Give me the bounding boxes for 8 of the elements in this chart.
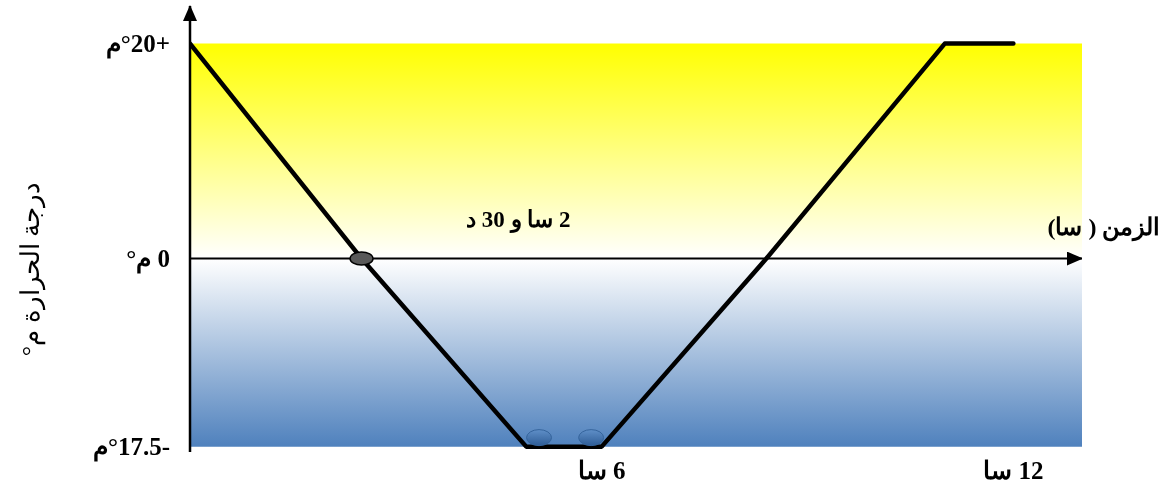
- y-axis-title: درجة الحرارة م°: [15, 181, 46, 357]
- x-tick-label: 12 سا: [983, 457, 1044, 484]
- x-tick-label: 6 سا: [577, 457, 626, 484]
- y-tick-label: 0 م°: [126, 245, 170, 275]
- y-tick-label: -°17.5م: [92, 433, 170, 463]
- x-axis-title: الزمن ( سا): [1047, 213, 1161, 242]
- annotation: 2 سا و 30 د: [466, 206, 571, 234]
- y-tick-label: +°20م: [105, 30, 170, 60]
